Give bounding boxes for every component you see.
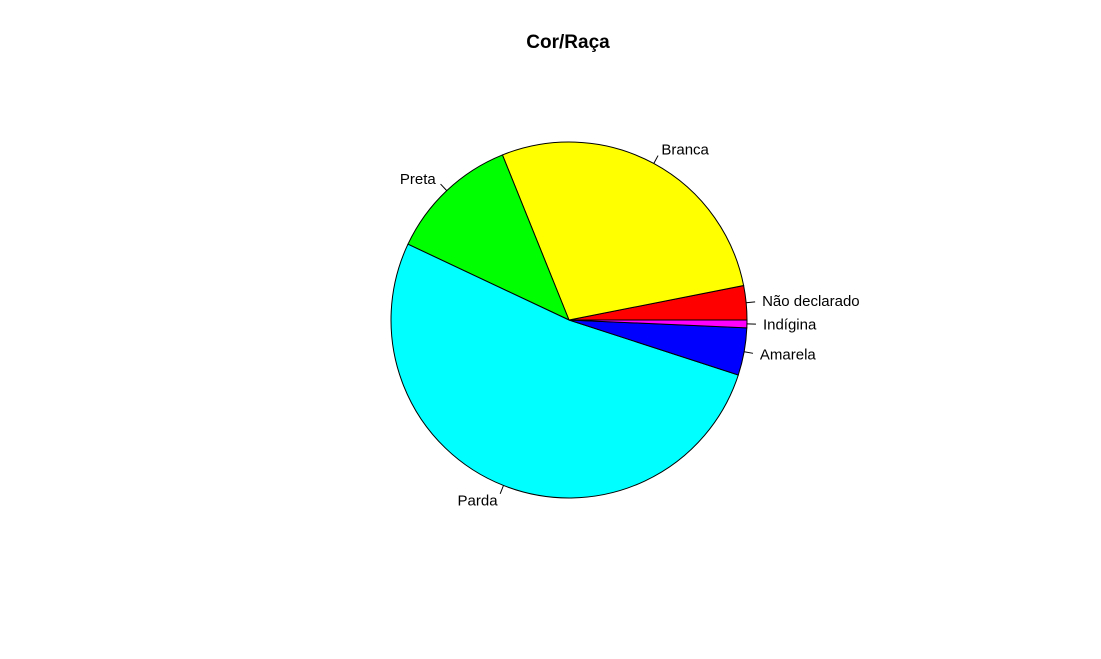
leader-preta <box>440 183 448 191</box>
label-branca: Branca <box>661 141 709 158</box>
chart-title: Cor/Raça <box>526 32 610 53</box>
slice-branca <box>501 141 745 321</box>
label-parda: Parda <box>458 492 499 509</box>
leader-branca <box>653 155 659 164</box>
pie-labels: Não declarado Branca Preta Parda Amarela Indí… <box>400 141 860 509</box>
label-indigina: Indígina <box>763 316 817 333</box>
leader-nao-declarado <box>746 301 756 304</box>
label-amarela: Amarela <box>760 347 817 364</box>
leader-amarela <box>744 351 754 354</box>
pie-slices <box>390 141 748 499</box>
leader-parda <box>499 485 504 495</box>
pie-leader-lines <box>440 155 756 495</box>
slice-indigina <box>568 319 748 329</box>
label-nao-declarado: Não declarado <box>762 293 860 310</box>
label-preta: Preta <box>400 171 437 188</box>
slice-parda <box>390 243 739 499</box>
